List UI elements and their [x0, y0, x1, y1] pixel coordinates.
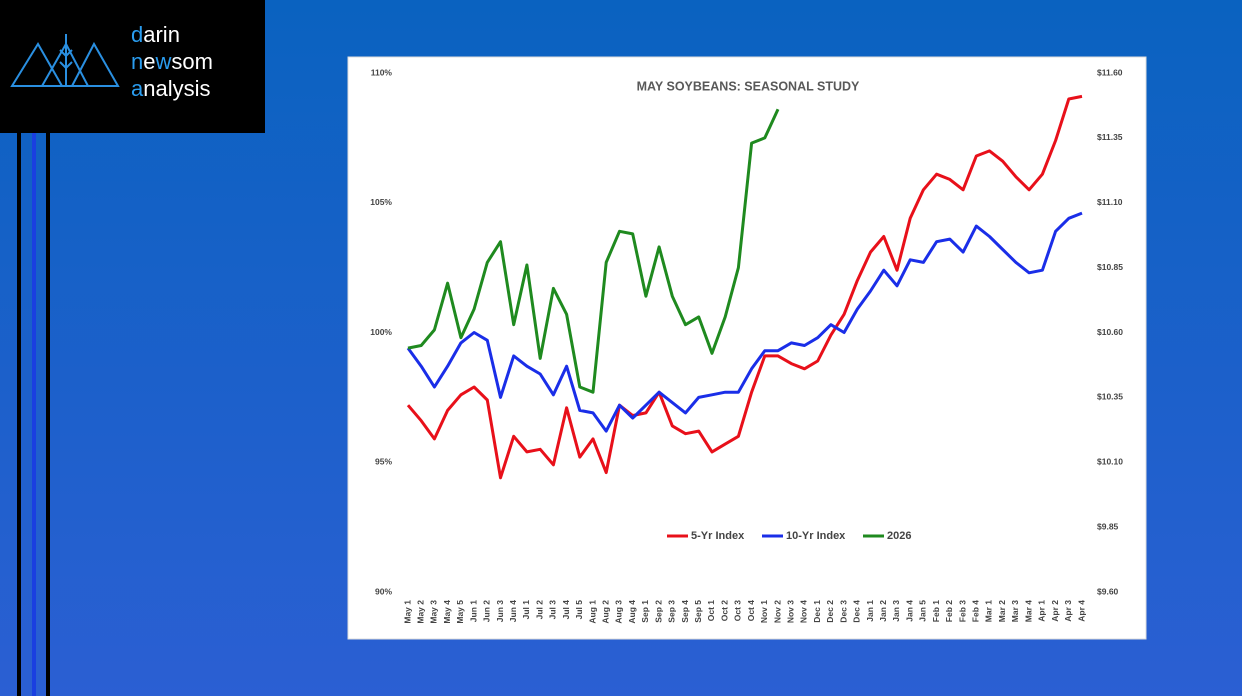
x-tick-label: Nov 1: [759, 600, 769, 623]
x-tick-label: Dec 4: [852, 600, 862, 623]
x-tick-label: Dec 3: [838, 600, 848, 623]
x-tick-label: Nov 4: [799, 600, 809, 623]
x-tick-label: Sep 4: [680, 600, 690, 623]
x-tick-label: Aug 4: [627, 600, 637, 624]
x-tick-label: Sep 1: [640, 600, 650, 623]
x-tick-label: Jul 1: [521, 600, 531, 620]
x-tick-label: Mar 2: [997, 600, 1007, 622]
x-tick-label: Jul 2: [534, 600, 544, 620]
x-tick-label: May 3: [429, 600, 439, 624]
legend-label: 5-Yr Index: [691, 530, 745, 542]
y2-tick-label: $11.35: [1097, 132, 1123, 142]
x-tick-label: Feb 1: [931, 600, 941, 622]
x-tick-label: Aug 1: [587, 600, 597, 624]
x-tick-label: Jan 1: [865, 600, 875, 622]
x-tick-label: Jan 2: [878, 600, 888, 622]
series-line: [407, 108, 780, 394]
y2-tick-label: $9.85: [1097, 521, 1119, 531]
x-tick-label: Nov 2: [772, 600, 782, 623]
x-tick-label: Dec 2: [825, 600, 835, 623]
x-tick-label: Oct 1: [706, 600, 716, 622]
stripe: [32, 133, 36, 696]
x-tick-label: Nov 3: [786, 600, 796, 623]
logo-letters: nalysis: [143, 76, 210, 101]
chart-title: MAY SOYBEANS: SEASONAL STUDY: [637, 79, 860, 93]
x-tick-label: Apr 1: [1037, 600, 1047, 622]
x-tick-label: Feb 2: [944, 600, 954, 622]
logo-letters: e: [143, 49, 155, 74]
y2-tick-label: $11.10: [1097, 197, 1123, 207]
logo-letters: d: [131, 22, 143, 47]
logo-line: analysis: [131, 76, 211, 101]
x-tick-label: May 1: [402, 600, 412, 624]
x-tick-label: Jun 3: [495, 600, 505, 622]
y-tick-label: 100%: [370, 327, 392, 337]
logo-text: darin newsom analysis: [131, 22, 213, 101]
x-tick-label: Apr 3: [1063, 600, 1073, 622]
x-tick-label: Oct 2: [719, 600, 729, 622]
y2-tick-label: $10.10: [1097, 457, 1123, 467]
x-tick-label: May 5: [455, 600, 465, 624]
y2-tick-label: $9.60: [1097, 586, 1119, 596]
y-tick-label: 95%: [375, 457, 392, 467]
x-tick-label: Mar 3: [1010, 600, 1020, 622]
logo-line: darin: [131, 22, 180, 47]
logo-letters: n: [131, 49, 143, 74]
logo-line: newsom: [131, 49, 213, 74]
x-tick-label: Sep 5: [693, 600, 703, 623]
x-tick-label: Jan 3: [891, 600, 901, 622]
logo-letters: som: [171, 49, 213, 74]
y2-tick-label: $10.85: [1097, 262, 1123, 272]
x-tick-label: Jun 1: [468, 600, 478, 622]
x-tick-label: May 4: [442, 600, 452, 624]
legend-label: 2026: [887, 530, 911, 542]
x-tick-label: Feb 4: [971, 600, 981, 622]
x-tick-label: Sep 2: [653, 600, 663, 623]
x-tick-label: Jun 4: [508, 600, 518, 622]
legend-label: 10-Yr Index: [786, 530, 846, 542]
x-tick-label: Jan 4: [904, 600, 914, 622]
x-tick-label: Jul 5: [574, 600, 584, 620]
x-tick-label: Oct 3: [733, 600, 743, 622]
x-tick-label: Jun 2: [482, 600, 492, 622]
logo-letters: a: [131, 76, 144, 101]
x-tick-label: Jul 4: [561, 600, 571, 620]
logo-box: [0, 0, 265, 133]
series-line: [406, 211, 1083, 433]
x-tick-label: Oct 4: [746, 600, 756, 622]
logo-letters: arin: [143, 22, 180, 47]
y2-tick-label: $10.60: [1097, 327, 1123, 337]
chart-panel: [347, 56, 1147, 640]
stripe: [46, 133, 50, 696]
y-tick-label: 105%: [370, 197, 392, 207]
x-tick-label: Dec 1: [812, 600, 822, 623]
x-tick-label: Aug 2: [600, 600, 610, 624]
x-tick-label: Aug 3: [614, 600, 624, 624]
x-tick-label: Jul 3: [548, 600, 558, 620]
y2-tick-label: $10.35: [1097, 392, 1123, 402]
x-tick-label: Apr 4: [1076, 600, 1086, 622]
y-tick-label: 110%: [371, 67, 393, 77]
y2-tick-label: $11.60: [1097, 67, 1123, 77]
x-tick-label: Apr 2: [1050, 600, 1060, 622]
logo-letters: w: [155, 49, 172, 74]
y-tick-label: 90%: [375, 586, 392, 596]
stripe: [17, 133, 21, 696]
x-tick-label: Jan 5: [918, 600, 928, 622]
series-line: [406, 94, 1083, 480]
x-tick-label: Feb 3: [957, 600, 967, 622]
x-tick-label: May 2: [415, 600, 425, 624]
x-tick-label: Mar 4: [1023, 600, 1033, 622]
x-tick-label: Sep 3: [667, 600, 677, 623]
x-tick-label: Mar 1: [984, 600, 994, 622]
logo-icon: [10, 34, 120, 87]
